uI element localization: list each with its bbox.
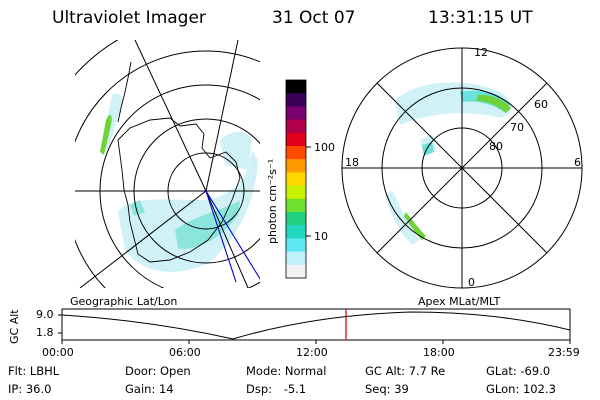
status-mode: Mode: Normal [246, 364, 327, 378]
altitude-curve [61, 311, 571, 340]
colorbar-segment [286, 146, 306, 160]
status-door: Door: Open [125, 364, 191, 378]
colorbar-segment [286, 93, 306, 107]
colorbar-tick-10: 10 [314, 230, 328, 243]
status-filter: Flt: LBHL [8, 364, 60, 378]
x-tick-0600: 06:00 [169, 346, 201, 359]
colorbar-segment [286, 106, 306, 121]
auroral-arc-geo [100, 114, 112, 155]
longitude-lines [75, 40, 260, 288]
geographic-label: Geographic Lat/Lon [70, 295, 178, 308]
x-tick-0000: 00:00 [42, 346, 74, 359]
south-america-coastline [117, 61, 132, 123]
status-glat: GLat: -69.0 [486, 364, 551, 378]
colorbar-segment [286, 225, 306, 239]
gc-alt-axis-label: GC Alt [8, 309, 21, 344]
observation-date: 31 Oct 07 [272, 8, 356, 28]
colorbar-segment [286, 119, 306, 134]
colorbar-segment [286, 238, 306, 253]
colorbar-segment [286, 80, 306, 94]
apex-label: Apex MLat/MLT [418, 295, 501, 308]
colorbar-segment [286, 264, 306, 279]
y-tick-1-8: 1.8 [36, 326, 54, 339]
polar-image [341, 47, 583, 289]
status-gc-alt: GC Alt: 7.7 Re [365, 364, 446, 378]
colorbar-segment [286, 198, 306, 213]
instrument-title: Ultraviolet Imager [52, 8, 206, 28]
colorbar-segment [286, 185, 306, 200]
status-dsp: Dsp: -5.1 [246, 382, 307, 396]
mlat-label-80: 80 [489, 140, 503, 153]
status-gain: Gain: 14 [125, 382, 174, 396]
auroral-emission-polar [385, 82, 512, 245]
timeline-plot [58, 308, 571, 344]
status-seq: Seq: 39 [365, 382, 409, 396]
x-tick-1200: 12:00 [296, 346, 328, 359]
auroral-arc-polar [476, 94, 511, 113]
colorbar-segment [286, 212, 306, 226]
status-glon: GLon: 102.3 [486, 382, 556, 396]
colorbar-segment [286, 159, 306, 173]
y-tick-9: 9.0 [36, 308, 54, 321]
x-tick-1800: 18:00 [423, 346, 455, 359]
status-ip: IP: 36.0 [8, 382, 52, 396]
mlt-label-0: 0 [468, 276, 475, 289]
mlt-label-12: 12 [474, 46, 488, 59]
antarctica-coastline [117, 117, 241, 263]
mlat-label-60: 60 [534, 98, 548, 111]
mlt-label-6: 6 [574, 156, 581, 169]
x-tick-2359: 23:59 [548, 346, 580, 359]
colorbar-segment [286, 132, 306, 147]
geographic-image [75, 40, 260, 288]
mlt-lines [342, 48, 582, 288]
colorbar-tick-100: 100 [314, 141, 335, 154]
colorbar [285, 79, 311, 279]
colorbar-segment [286, 251, 306, 266]
mlat-label-70: 70 [510, 121, 524, 134]
colorbar-unit-label: photon cm⁻²s⁻¹ [266, 158, 279, 244]
observation-time: 13:31:15 UT [428, 8, 533, 28]
mlt-label-18: 18 [345, 156, 359, 169]
sun-direction-lines [205, 190, 260, 283]
colorbar-segment [286, 172, 306, 187]
